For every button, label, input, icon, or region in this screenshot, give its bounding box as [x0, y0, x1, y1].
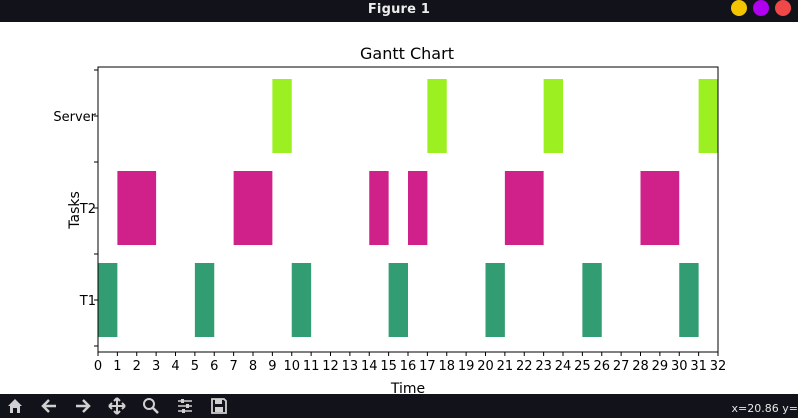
x-tick-label: 5 [191, 359, 199, 374]
x-tick-label: 4 [171, 359, 179, 374]
x-axis-label: Time [390, 381, 425, 394]
x-tick-label: 3 [152, 359, 160, 374]
figure-canvas: Gantt Chart 0 1 2 3 4 5 6 7 8 9 10 11 12 13 14 15 16 17 18… [0, 22, 798, 397]
bar-t2-5 [640, 171, 680, 245]
save-icon[interactable] [210, 397, 228, 415]
bar-t2-3 [408, 171, 428, 245]
bar-t2-2 [369, 171, 389, 245]
x-tick-label: 9 [268, 359, 276, 374]
x-tick-label: 7 [229, 359, 237, 374]
window-titlebar: Figure 1 [0, 0, 798, 22]
gantt-chart: Gantt Chart 0 1 2 3 4 5 6 7 8 9 10 11 12 13 14 15 16 17 18… [53, 44, 726, 397]
x-tick-label: 2 [133, 359, 141, 374]
bar-t1-4 [485, 263, 505, 337]
bar-t1-3 [388, 263, 408, 337]
x-tick-label: 23 [535, 359, 552, 374]
x-axis-ticks: 0 1 2 3 4 5 6 7 8 9 10 11 12 13 14 15 16 17 18 19 20 21 22 23 24… [94, 352, 726, 374]
y-axis-label: Tasks [67, 191, 83, 230]
close-button[interactable] [775, 0, 791, 16]
x-tick-label: 31 [690, 359, 707, 374]
maximize-button[interactable] [753, 0, 769, 16]
navigation-toolbar: x=20.86 y= [0, 394, 798, 418]
forward-arrow-icon[interactable] [74, 397, 92, 415]
x-tick-label: 32 [710, 359, 727, 374]
zoom-icon[interactable] [142, 397, 160, 415]
x-tick-label: 28 [632, 359, 649, 374]
bar-t2-1 [233, 171, 273, 245]
x-tick-label: 11 [303, 359, 320, 374]
x-tick-label: 30 [671, 359, 688, 374]
x-tick-label: 21 [497, 359, 514, 374]
x-tick-label: 20 [477, 359, 494, 374]
x-tick-label: 13 [342, 359, 359, 374]
bars-layer [98, 79, 718, 337]
cursor-coordinates: x=20.86 y= [731, 402, 798, 415]
home-icon[interactable] [6, 397, 24, 415]
x-tick-label: 26 [593, 359, 610, 374]
x-tick-label: 1 [113, 359, 121, 374]
x-tick-label: 12 [322, 359, 339, 374]
x-tick-label: 0 [94, 359, 102, 374]
bar-server-1 [427, 79, 447, 153]
window-title: Figure 1 [367, 2, 431, 17]
bar-t1-0 [98, 263, 118, 337]
bar-server-0 [272, 79, 292, 153]
x-tick-label: 15 [380, 359, 397, 374]
x-tick-label: 8 [249, 359, 257, 374]
bar-server-2 [543, 79, 563, 153]
x-tick-label: 29 [652, 359, 669, 374]
x-tick-label: 14 [361, 359, 378, 374]
y-tick-label-t1: T1 [79, 294, 96, 309]
y-tick-label-server: Server [53, 110, 96, 125]
x-tick-label: 6 [210, 359, 218, 374]
chart-title: Gantt Chart [360, 44, 454, 63]
x-tick-label: 18 [438, 359, 455, 374]
pan-icon[interactable] [108, 397, 126, 415]
bar-t1-2 [291, 263, 312, 337]
back-arrow-icon[interactable] [40, 397, 58, 415]
x-tick-label: 19 [458, 359, 475, 374]
bar-t1-1 [194, 263, 215, 337]
x-tick-label: 10 [283, 359, 300, 374]
x-tick-label: 24 [555, 359, 572, 374]
y-tick-label-t2: T2 [79, 202, 96, 217]
x-tick-label: 22 [516, 359, 533, 374]
x-tick-label: 17 [419, 359, 436, 374]
y-axis-ticks: T1 T2 Server [53, 69, 98, 347]
bar-t1-5 [582, 263, 602, 337]
x-tick-label: 25 [574, 359, 591, 374]
x-tick-label: 16 [400, 359, 417, 374]
bar-t1-6 [679, 263, 699, 337]
minimize-button[interactable] [731, 0, 747, 16]
bar-t2-0 [117, 171, 157, 245]
x-tick-label: 27 [613, 359, 630, 374]
bar-t2-4 [504, 171, 544, 245]
bar-server-3 [698, 79, 718, 153]
configure-subplots-icon[interactable] [176, 397, 194, 415]
